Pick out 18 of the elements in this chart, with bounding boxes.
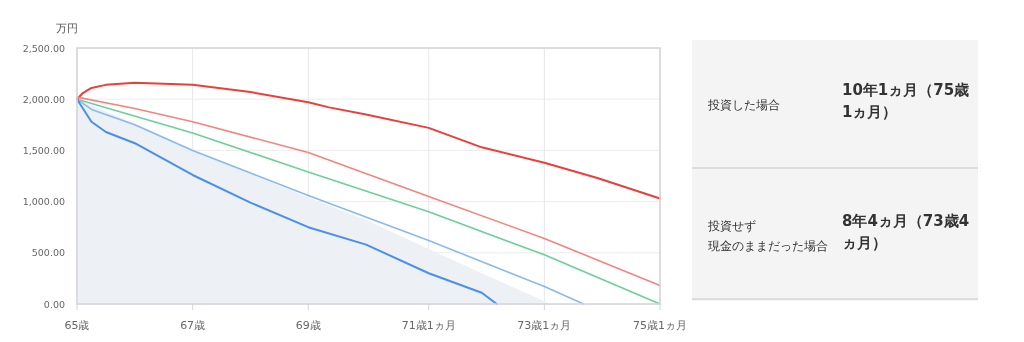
text: 投資した場合	[708, 96, 781, 114]
x-tick-label: 73歳1ヵ月	[517, 319, 572, 332]
y-tick-label: 2,500.00	[22, 42, 65, 54]
y-tick-label: 0.00	[43, 298, 65, 310]
text: 投資せず	[708, 217, 757, 235]
text: 10年1ヵ月（75歳1ヵ月）	[842, 79, 971, 123]
y-tick-label: 2,000.00	[22, 93, 65, 105]
x-tick-label: 67歳	[180, 319, 206, 332]
text: 8年4ヵ月（73歳4ヵ月）	[842, 210, 971, 254]
x-tick-label: 65歳	[64, 319, 90, 332]
text: 現金のままだった場合	[708, 237, 829, 255]
x-tick-label: 75歳1ヵ月	[633, 319, 687, 332]
y-tick-label: 1,000.00	[22, 196, 65, 208]
y-axis-title: 万円	[56, 22, 78, 35]
y-tick-label: 1,500.00	[22, 144, 65, 156]
x-tick-label: 69歳	[295, 319, 321, 332]
y-tick-label: 500.00	[31, 247, 65, 259]
x-tick-label: 71歳1ヵ月	[401, 319, 456, 332]
